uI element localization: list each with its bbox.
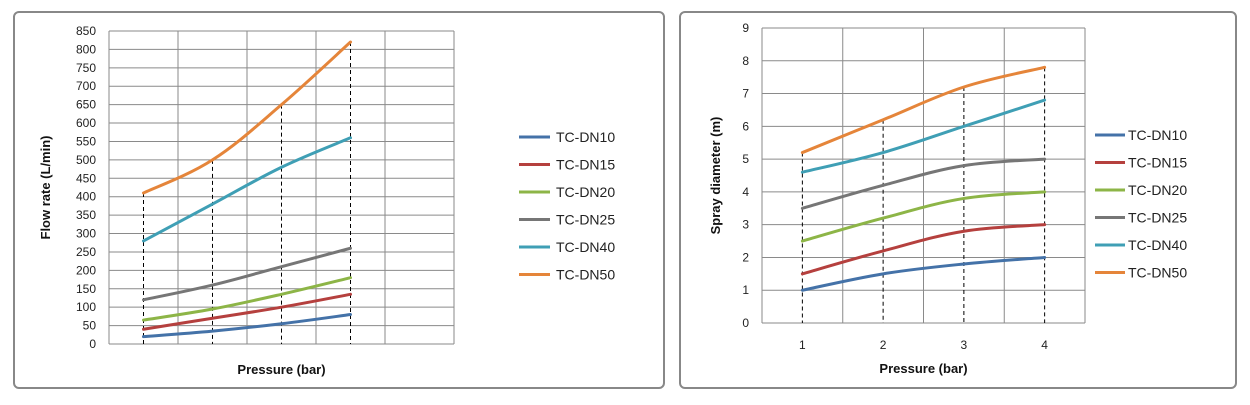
y-tick-label: 1 xyxy=(742,283,749,297)
series-line-tc-dn40 xyxy=(142,136,352,243)
y-tick-label: 650 xyxy=(76,98,96,112)
legend-label: TC-DN20 xyxy=(1128,182,1187,198)
series-line-tc-dn50 xyxy=(142,40,352,195)
y-tick-label: 4 xyxy=(742,185,749,199)
y-tick-label: 600 xyxy=(76,116,96,130)
series-line-tc-dn20 xyxy=(142,276,352,322)
chart-left: 0 50 100 150 200 250 300 350 400 450 500 550 600 650 7… xyxy=(38,24,615,377)
chart-right: 0 1 2 3 4 5 6 7 8 9 1 2 3 4 Pressure (bar) Spray diamet… xyxy=(708,21,1187,376)
y-tick-label: 2 xyxy=(742,250,749,264)
y-tick-label: 300 xyxy=(76,227,96,241)
y-axis-label: Spray diameter (m) xyxy=(708,117,723,235)
x-tick-label: 1 xyxy=(799,338,806,352)
y-tick-label: 100 xyxy=(76,300,96,314)
y-tick-label: 5 xyxy=(742,152,749,166)
y-tick-label: 400 xyxy=(76,190,96,204)
legend-label: TC-DN10 xyxy=(1128,127,1187,143)
y-tick-label: 700 xyxy=(76,79,96,93)
y-tick-label: 250 xyxy=(76,245,96,259)
series-line-tc-dn20 xyxy=(800,190,1047,243)
y-tick-label: 550 xyxy=(76,134,96,148)
y-tick-label: 50 xyxy=(83,319,97,333)
series-line-tc-dn40 xyxy=(800,98,1047,174)
y-tick-label: 0 xyxy=(89,337,96,351)
legend-label: TC-DN40 xyxy=(556,239,615,255)
series-line-tc-dn10 xyxy=(800,255,1047,292)
x-tick-label: 4 xyxy=(1041,338,1048,352)
legend-label: TC-DN50 xyxy=(556,267,615,283)
y-tick-label: 150 xyxy=(76,282,96,296)
legend-label: TC-DN40 xyxy=(1128,237,1187,253)
x-tick-label: 3 xyxy=(961,338,968,352)
y-tick-label: 6 xyxy=(742,119,749,133)
y-tick-label: 850 xyxy=(76,24,96,38)
y-tick-label: 750 xyxy=(76,61,96,75)
y-tick-label: 450 xyxy=(76,171,96,185)
series-line-tc-dn15 xyxy=(142,292,352,331)
series-line-tc-dn10 xyxy=(142,313,352,339)
series-line-tc-dn25 xyxy=(800,157,1047,210)
series-line-tc-dn25 xyxy=(142,246,352,302)
x-axis-label: Pressure (bar) xyxy=(237,362,325,377)
y-tick-label: 500 xyxy=(76,153,96,167)
y-tick-label: 9 xyxy=(742,21,749,35)
y-tick-label: 350 xyxy=(76,208,96,222)
series-line-tc-dn50 xyxy=(800,65,1047,155)
series-line-tc-dn15 xyxy=(800,223,1047,276)
y-axis-label: Flow rate (L/min) xyxy=(38,136,53,240)
legend-label: TC-DN20 xyxy=(556,184,615,200)
y-tick-label: 200 xyxy=(76,263,96,277)
y-tick-label: 7 xyxy=(742,87,749,101)
x-tick-label: 2 xyxy=(880,338,887,352)
y-tick-label: 800 xyxy=(76,42,96,56)
x-axis-label: Pressure (bar) xyxy=(879,361,967,376)
legend-label: TC-DN10 xyxy=(556,129,615,145)
legend-label: TC-DN50 xyxy=(1128,265,1187,281)
y-tick-label: 8 xyxy=(742,54,749,68)
y-tick-label: 3 xyxy=(742,218,749,232)
y-tick-label: 0 xyxy=(742,316,749,330)
legend-label: TC-DN25 xyxy=(1128,210,1187,226)
legend-label: TC-DN25 xyxy=(556,212,615,228)
legend-label: TC-DN15 xyxy=(1128,155,1187,171)
legend-label: TC-DN15 xyxy=(556,157,615,173)
